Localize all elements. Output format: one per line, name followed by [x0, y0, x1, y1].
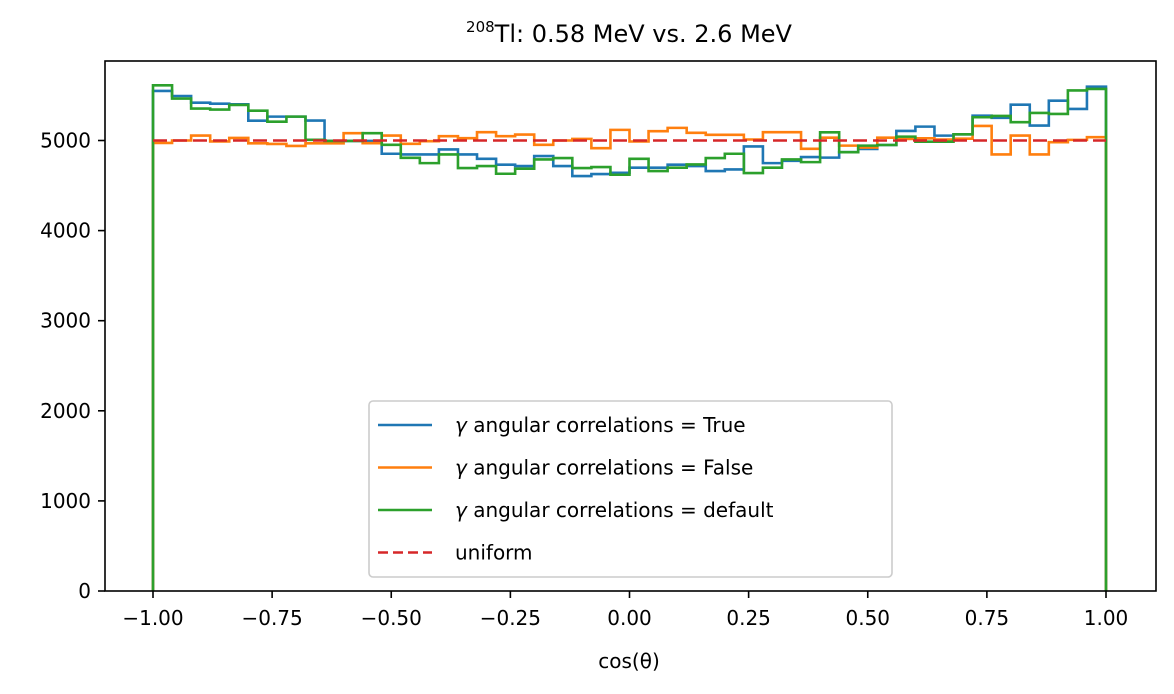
x-tick-label: −1.00 — [122, 606, 183, 630]
chart-title: 208Tl: 0.58 MeV vs. 2.6 MeV — [466, 18, 793, 48]
x-tick-label: 0.00 — [607, 606, 652, 630]
x-axis-label: cos(θ) — [598, 649, 660, 673]
svg-text:208Tl: 0.58 MeV vs. 2.6 MeV: 208Tl: 0.58 MeV vs. 2.6 MeV — [466, 18, 793, 48]
x-axis: −1.00 −0.75 −0.50 −0.25 0.00 0.25 0.50 0.75 1.00 — [122, 591, 1128, 630]
y-tick-label: 1000 — [40, 489, 91, 513]
legend-label: γ angular correlations = True — [455, 413, 746, 437]
y-axis: 0 1000 2000 3000 4000 5000 — [40, 129, 105, 603]
x-tick-label: −0.25 — [480, 606, 541, 630]
legend-item: γ angular correlations = default — [378, 498, 774, 522]
plot-area-frame — [104, 60, 1157, 592]
x-tick-label: 0.25 — [726, 606, 771, 630]
legend-item: uniform — [378, 541, 533, 565]
y-tick-label: 2000 — [40, 399, 91, 423]
legend-label: γ angular correlations = default — [455, 498, 774, 522]
y-tick-label: 4000 — [40, 219, 91, 243]
series-default-step-line — [151, 83, 1108, 591]
legend-label: γ angular correlations = False — [455, 456, 753, 480]
legend-item: γ angular correlations = True — [378, 413, 746, 437]
y-tick-label: 0 — [78, 579, 91, 603]
legend-item: γ angular correlations = False — [378, 456, 753, 480]
legend-box — [368, 400, 893, 578]
x-tick-label: −0.50 — [361, 606, 422, 630]
title-superscript: 208 — [466, 18, 495, 36]
y-tick-label: 5000 — [40, 129, 91, 153]
x-tick-label: 1.00 — [1084, 606, 1129, 630]
title-main: Tl: 0.58 MeV vs. 2.6 MeV — [494, 20, 793, 48]
y-tick-label: 3000 — [40, 309, 91, 333]
series-layer — [151, 83, 1108, 591]
x-tick-label: −0.75 — [241, 606, 302, 630]
x-tick-label: 0.50 — [845, 606, 890, 630]
x-tick-label: 0.75 — [965, 606, 1010, 630]
legend: γ angular correlations = True γ angular c… — [368, 400, 893, 578]
legend-label: uniform — [455, 541, 533, 565]
